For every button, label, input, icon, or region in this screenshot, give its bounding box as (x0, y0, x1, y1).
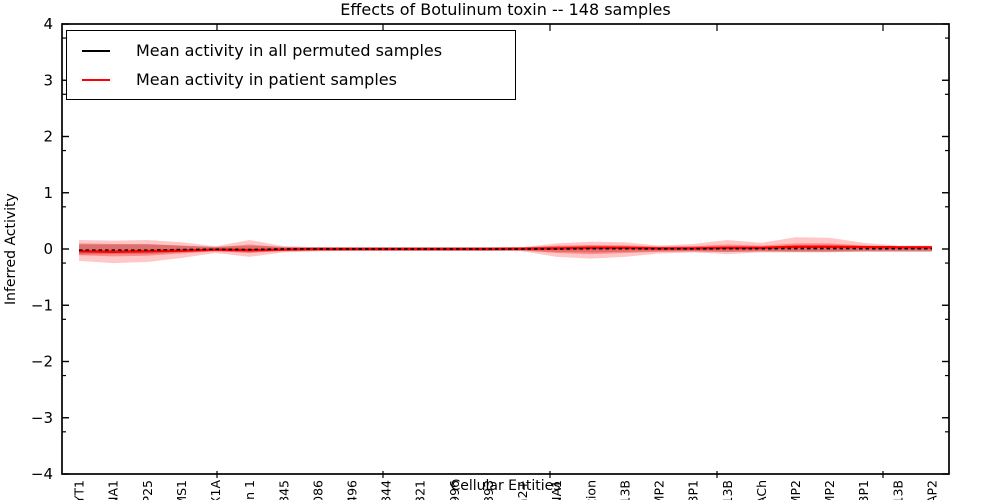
x-tick-label: STX1A (208, 480, 223, 500)
chart-title: Effects of Botulinum toxin -- 148 sample… (340, 0, 671, 19)
x-tick-label: UniProt:P19321 (413, 480, 428, 500)
x-axis-label: Cellular Entities (450, 478, 561, 494)
x-tick-label: SYT1 (72, 480, 87, 500)
legend-line-swatch-permuted (82, 49, 110, 52)
x-tick-label: mol:ACh (754, 480, 769, 500)
x-tick-label: STXIA/STXBP1 (686, 480, 701, 500)
x-tick-label: RIMS1 (174, 480, 189, 500)
x-tick-label: ACh/Synaptotagmin 1 (242, 480, 257, 500)
x-tick-label: mol:Ca2+ (515, 480, 530, 500)
y-tick-label: −4 (31, 465, 53, 483)
y-axis-label: Inferred Activity (3, 193, 19, 305)
y-tick-label: 2 (43, 128, 53, 146)
x-tick-label: SNAP25 (140, 480, 155, 500)
x-tick-label: UniProt:Q00496 (344, 480, 359, 500)
legend-label: Mean activity in patient samples (136, 70, 397, 89)
x-tick-label: CHRNA1 (106, 480, 121, 500)
x-tick-label: STX1A/SNAP25/VAMP2 (822, 480, 837, 500)
x-tick-label: UniProt:P10844 (379, 480, 394, 500)
x-tick-label: RAB3GAP2/RIMS1/UNC13B (720, 480, 735, 500)
y-tick-label: −1 (31, 296, 53, 314)
permuted-mean-line (79, 247, 932, 251)
x-tick-label: UNC13B (890, 480, 905, 500)
x-tick-label: STX1A/SNAP25 fragment 1/VAMP2 (788, 480, 803, 500)
x-tick-label: RAB3GAP2 (924, 480, 939, 500)
y-tick-label: −3 (31, 409, 53, 427)
x-tick-label: ACh/CHRNA1 (549, 480, 564, 500)
legend: Mean activity in all permuted samples Me… (66, 30, 516, 100)
y-tick-label: 0 (43, 240, 53, 258)
x-tick-label: RIMS1/UNC13B (617, 480, 632, 500)
y-tick-label: 3 (43, 71, 53, 89)
legend-item: Mean activity in patient samples (67, 65, 515, 94)
x-tick-label: CST086 (310, 480, 325, 500)
legend-label: Mean activity in all permuted samples (136, 41, 443, 60)
patient-samples-outer-band (79, 237, 932, 264)
x-tick-label: VAMP2 (652, 480, 667, 500)
x-tick-label: UniProt:P10845 (276, 480, 291, 500)
x-tick-label: UniProt:P30996 (447, 480, 462, 500)
y-tick-label: 1 (43, 184, 53, 202)
x-tick-label: STXBP1 (856, 480, 871, 500)
y-tick-label: −2 (31, 353, 53, 371)
legend-line-swatch-patient (82, 78, 110, 81)
x-tick-label: muscle contraction (583, 480, 598, 500)
y-tick-label: 4 (43, 15, 53, 33)
x-tick-label: UniProt:Q60393 (481, 480, 496, 500)
legend-item: Mean activity in all permuted samples (67, 36, 515, 65)
patient-mean-line (79, 245, 932, 254)
